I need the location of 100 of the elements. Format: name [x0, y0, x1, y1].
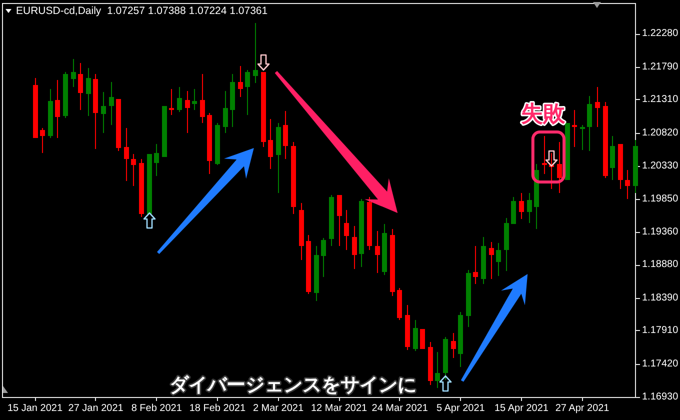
- candlestick: [572, 110, 577, 147]
- y-tick-label: 1.21790: [642, 61, 679, 72]
- candlestick: [443, 337, 448, 380]
- candlestick: [359, 199, 364, 267]
- candlestick: [367, 197, 372, 250]
- candlestick: [139, 159, 144, 217]
- x-tick-label: 15 Jan 2021: [7, 403, 63, 414]
- candlestick: [185, 91, 190, 133]
- candlestick: [147, 154, 152, 214]
- y-tick-label: 1.18880: [642, 259, 679, 270]
- candlestick: [268, 119, 273, 169]
- candlestick: [413, 320, 418, 351]
- candlestick: [162, 106, 167, 157]
- y-tick-label: 1.17420: [642, 358, 679, 370]
- candlestick: [306, 235, 311, 294]
- candlestick: [93, 74, 98, 149]
- x-tick-label: 12 Mar 2021: [310, 403, 368, 414]
- candlestick: [527, 193, 532, 223]
- candlestick: [458, 312, 463, 367]
- candlestick: [230, 74, 235, 127]
- candlestick: [610, 136, 615, 180]
- candlestick: [542, 136, 547, 174]
- candlestick: [625, 170, 630, 199]
- candlestick: [215, 123, 220, 165]
- candlestick: [496, 243, 501, 276]
- candlestick: [397, 288, 402, 320]
- candlestick: [473, 246, 478, 284]
- candlestick: [131, 154, 136, 186]
- candlestick: [299, 203, 304, 260]
- annotation: ダイバージェンスをサインに: [170, 374, 417, 396]
- candlestick: [435, 352, 440, 388]
- candlestick: [352, 226, 357, 269]
- candlestick: [78, 63, 83, 110]
- candlestick: [618, 144, 623, 189]
- candlestick: [420, 329, 425, 349]
- x-tick-label: 8 Feb 2021: [131, 403, 182, 414]
- candlestick: [451, 333, 456, 358]
- candlestick: [33, 78, 38, 138]
- y-tick-label: 1.21310: [642, 94, 679, 106]
- candlestick: [519, 193, 524, 219]
- y-tick-label: 1.20330: [642, 160, 679, 172]
- candlestick: [48, 89, 53, 138]
- x-tick-label: 27 Jan 2021: [68, 403, 124, 414]
- candlestick: [390, 229, 395, 296]
- candlestick: [40, 128, 45, 153]
- candlestick: [580, 125, 585, 150]
- x-tick-label: 27 Apr 2021: [555, 403, 610, 414]
- x-tick-label: 15 Apr 2021: [494, 403, 549, 414]
- candlestick: [261, 72, 266, 147]
- candlestick: [177, 87, 182, 112]
- candlestick: [595, 87, 600, 127]
- candlestick: [466, 270, 471, 327]
- candlestick: [489, 242, 494, 279]
- candlestick: [169, 89, 174, 115]
- y-tick-label: 1.18390: [642, 292, 679, 304]
- candlestick: [109, 82, 114, 125]
- candlestick: [276, 123, 281, 193]
- candlestick: [207, 113, 212, 174]
- candlestick: [603, 102, 608, 178]
- candlestick: [55, 80, 60, 138]
- chart-title: EURUSD-cd,Daily 1.07257 1.07388 1.07224 1.07361: [16, 5, 268, 17]
- x-tick-label: 2 Mar 2021: [252, 403, 304, 414]
- y-tick-label: 1.22280: [642, 28, 679, 40]
- candlestick: [329, 195, 334, 246]
- candlestick: [101, 92, 106, 133]
- candlestick: [124, 128, 129, 181]
- y-tick-label: 1.20820: [642, 127, 679, 138]
- candlestick: [154, 144, 159, 176]
- candlestick: [337, 195, 342, 246]
- candlestick: [63, 72, 68, 118]
- candlestick: [192, 89, 197, 110]
- annotation: 失敗: [520, 102, 566, 127]
- candlestick: [481, 237, 486, 284]
- candlestick: [405, 305, 410, 350]
- x-tick-label: 18 Feb 2021: [189, 403, 246, 414]
- candlestick: [116, 99, 121, 151]
- candlestick: [321, 238, 326, 277]
- y-tick-label: 1.19360: [642, 226, 679, 238]
- candlestick: [428, 342, 433, 385]
- candlestick: [504, 218, 509, 271]
- candlestick: [557, 142, 562, 193]
- candlestick: [511, 197, 516, 224]
- candlestick: [253, 23, 258, 83]
- candlestick: [223, 91, 228, 133]
- y-tick-label: 1.19850: [642, 193, 679, 204]
- candlestick: [291, 142, 296, 214]
- candlestick: [238, 66, 243, 97]
- candlestick: [86, 68, 91, 116]
- candlestick: [314, 246, 319, 301]
- candlestick: [375, 231, 380, 273]
- candlestick: [587, 96, 592, 151]
- candlestick: [283, 111, 288, 159]
- x-tick-label: 24 Mar 2021: [372, 403, 428, 414]
- candlestick: [200, 74, 205, 123]
- candlestick: [245, 70, 250, 115]
- y-tick-label: 1.17910: [642, 325, 679, 336]
- candlestick: [71, 59, 76, 87]
- y-tick-label: 1.16930: [642, 392, 679, 403]
- candlestick: [382, 224, 387, 275]
- candlestick: [344, 210, 349, 250]
